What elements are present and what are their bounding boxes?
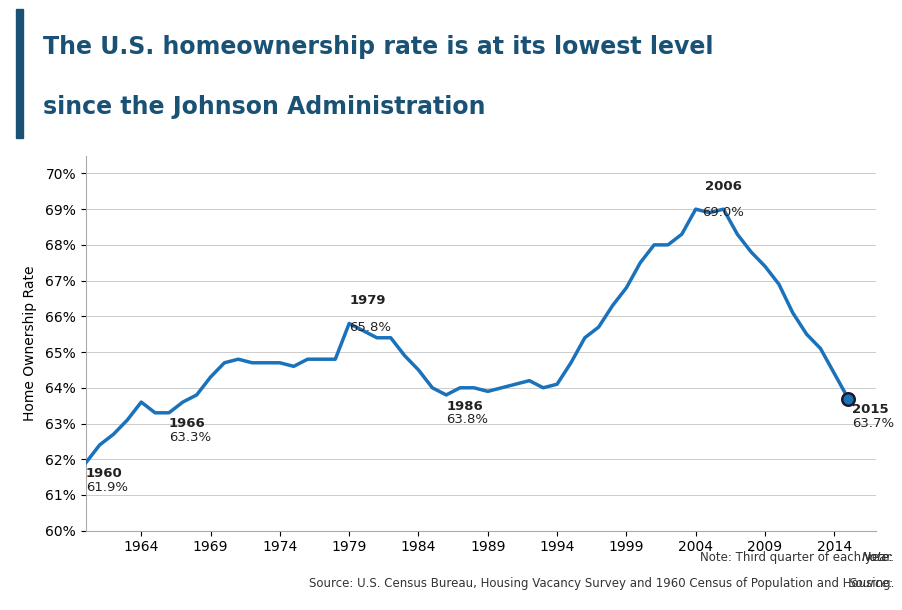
Text: 65.8%: 65.8%: [349, 321, 391, 334]
Bar: [16, 9, 23, 138]
Text: Note:: Note:: [861, 551, 893, 564]
Text: 63.7%: 63.7%: [851, 417, 894, 429]
Text: 63.3%: 63.3%: [169, 431, 211, 444]
Text: 1986: 1986: [446, 400, 483, 412]
Text: Source: U.S. Census Bureau, Housing Vacancy Survey and 1960 Census of Population: Source: U.S. Census Bureau, Housing Vaca…: [308, 577, 893, 590]
Text: 1966: 1966: [169, 417, 206, 431]
Text: Note: Third quarter of each year.: Note: Third quarter of each year.: [0, 609, 1, 610]
Text: 2006: 2006: [704, 180, 741, 193]
Text: Source:: Source:: [848, 577, 893, 590]
Text: 1960: 1960: [86, 467, 123, 481]
Text: 61.9%: 61.9%: [86, 481, 128, 494]
Text: 1979: 1979: [349, 294, 385, 307]
Text: 63.8%: 63.8%: [446, 413, 488, 426]
Text: Note: Third quarter of each year.: Note: Third quarter of each year.: [699, 551, 893, 564]
Text: 69.0%: 69.0%: [702, 206, 743, 219]
Y-axis label: Home Ownership Rate: Home Ownership Rate: [23, 265, 37, 421]
Text: 2015: 2015: [851, 403, 888, 416]
Text: The U.S. homeownership rate is at its lowest level: The U.S. homeownership rate is at its lo…: [43, 35, 713, 59]
Text: Note:: Note:: [861, 551, 893, 564]
Text: since the Johnson Administration: since the Johnson Administration: [43, 95, 485, 119]
